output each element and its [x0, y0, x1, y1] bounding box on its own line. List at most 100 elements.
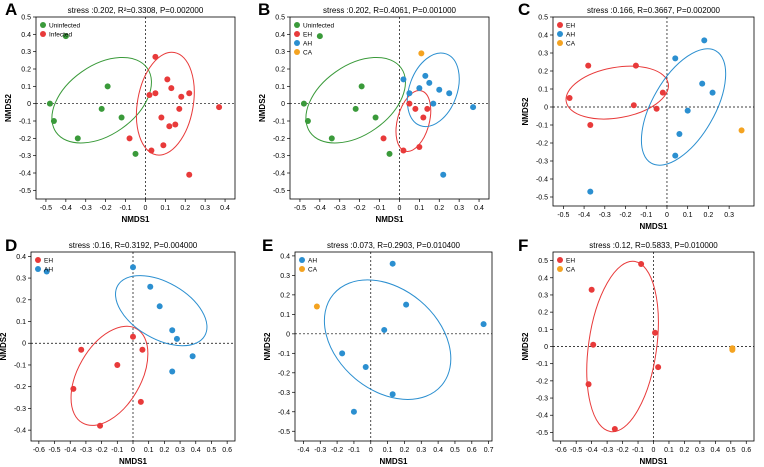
- y-tick-label: 0.2: [16, 297, 26, 304]
- point-ah: [130, 264, 136, 271]
- point-ah: [389, 260, 396, 267]
- y-axis-label: NMDS2: [258, 93, 267, 122]
- x-tick-label: -0.2: [96, 447, 108, 454]
- y-tick-label: 0.1: [21, 84, 31, 91]
- x-tick-label: 0.6: [222, 447, 232, 454]
- point-eh: [659, 89, 666, 96]
- point-eh: [588, 286, 595, 293]
- x-tick-label: -0.3: [80, 205, 92, 212]
- legend-label: Uninfected: [49, 23, 80, 30]
- point-eh: [137, 398, 144, 405]
- y-tick-label: 0.3: [280, 273, 290, 280]
- point-uninfected: [132, 150, 139, 157]
- plot-frame: [294, 251, 493, 442]
- plot-frame: [35, 16, 236, 200]
- point-ah: [672, 55, 679, 62]
- point-eh: [653, 105, 660, 112]
- ellipse-eh: [586, 260, 659, 433]
- y-tick-label: 0.2: [21, 67, 31, 74]
- y-tick-label: -0.4: [14, 428, 26, 435]
- point-infected: [152, 53, 159, 60]
- point-ah: [480, 321, 487, 328]
- y-tick-label: 0.4: [21, 32, 31, 39]
- y-axis-label: NMDS2: [0, 332, 8, 361]
- x-tick-label: 0.2: [434, 205, 444, 212]
- x-axis-label: NMDS1: [639, 457, 668, 466]
- x-tick-label: 0.3: [454, 205, 464, 212]
- point-uninfected: [386, 150, 393, 157]
- x-tick-label: 0: [143, 205, 147, 212]
- x-tick-label: 0.3: [200, 205, 210, 212]
- point-uninfected: [50, 118, 57, 124]
- y-tick-label: -0.1: [536, 123, 548, 130]
- y-tick-label: -0.4: [19, 171, 31, 178]
- x-tick-label: -0.4: [586, 447, 598, 454]
- legend-marker-ca: [299, 266, 305, 272]
- point-infected: [186, 90, 193, 97]
- x-tick-label: -0.5: [294, 205, 306, 212]
- y-tick-label: 0.2: [280, 292, 290, 299]
- y-tick-label: 0.1: [280, 312, 290, 319]
- x-tick-label: 0.3: [695, 447, 705, 454]
- y-tick-label: -0.3: [14, 406, 26, 413]
- x-tick-label: -0.2: [617, 447, 629, 454]
- point-ah: [422, 72, 429, 79]
- point-ah: [440, 171, 447, 178]
- y-tick-label: 0.4: [538, 33, 548, 40]
- legend-label: CA: [566, 267, 576, 274]
- point-eh: [416, 144, 423, 150]
- panel-label: D: [5, 236, 17, 255]
- panel-label: A: [5, 0, 17, 19]
- y-tick-label: -0.5: [536, 430, 548, 437]
- x-tick-label: 0: [665, 212, 669, 219]
- x-tick-label: 0.1: [414, 205, 424, 212]
- point-eh: [632, 62, 639, 69]
- y-tick-label: -0.2: [536, 141, 548, 148]
- legend-label: Uninfected: [303, 23, 334, 30]
- x-tick-label: 0.6: [741, 447, 751, 454]
- legend-marker-ah: [35, 266, 41, 272]
- point-ah: [406, 90, 413, 97]
- y-tick-label: -0.5: [278, 429, 290, 436]
- legend-label: EH: [566, 258, 575, 265]
- x-tick-label: -0.3: [314, 447, 326, 454]
- point-ah: [381, 326, 388, 333]
- y-tick-label: -0.2: [273, 136, 285, 143]
- x-tick-label: 0.4: [191, 447, 201, 454]
- point-uninfected: [104, 83, 111, 90]
- y-tick-label: -0.3: [278, 390, 290, 397]
- y-tick-label: 0.2: [538, 69, 548, 76]
- legend-marker-infected: [40, 31, 46, 37]
- point-uninfected: [62, 33, 69, 40]
- point-eh: [638, 261, 645, 268]
- ellipse-eh: [70, 325, 149, 426]
- y-tick-label: -0.1: [14, 362, 26, 369]
- point-ah: [426, 79, 433, 86]
- point-eh: [406, 100, 413, 107]
- plot-frame: [552, 16, 755, 207]
- y-tick-label: 0.4: [275, 32, 285, 39]
- point-eh: [585, 62, 592, 69]
- y-tick-label: -0.1: [536, 361, 548, 368]
- point-ah: [350, 408, 357, 415]
- x-tick-label: 0.2: [400, 447, 410, 454]
- panel-label: E: [262, 236, 273, 255]
- y-tick-label: 0.1: [538, 327, 548, 334]
- legend-marker-eh: [557, 22, 563, 28]
- x-tick-label: 0.1: [683, 212, 693, 219]
- ellipse-ah: [115, 275, 208, 347]
- x-tick-label: 0: [131, 447, 135, 454]
- y-tick-label: -0.5: [19, 188, 31, 195]
- x-tick-label: 0.2: [704, 212, 714, 219]
- legend-marker-eh: [294, 31, 300, 37]
- x-tick-label: -0.6: [555, 447, 567, 454]
- y-tick-label: 0.1: [275, 84, 285, 91]
- panel-label: C: [518, 0, 530, 19]
- point-ah: [699, 80, 706, 87]
- x-tick-label: -0.4: [578, 212, 590, 219]
- point-infected: [216, 104, 223, 111]
